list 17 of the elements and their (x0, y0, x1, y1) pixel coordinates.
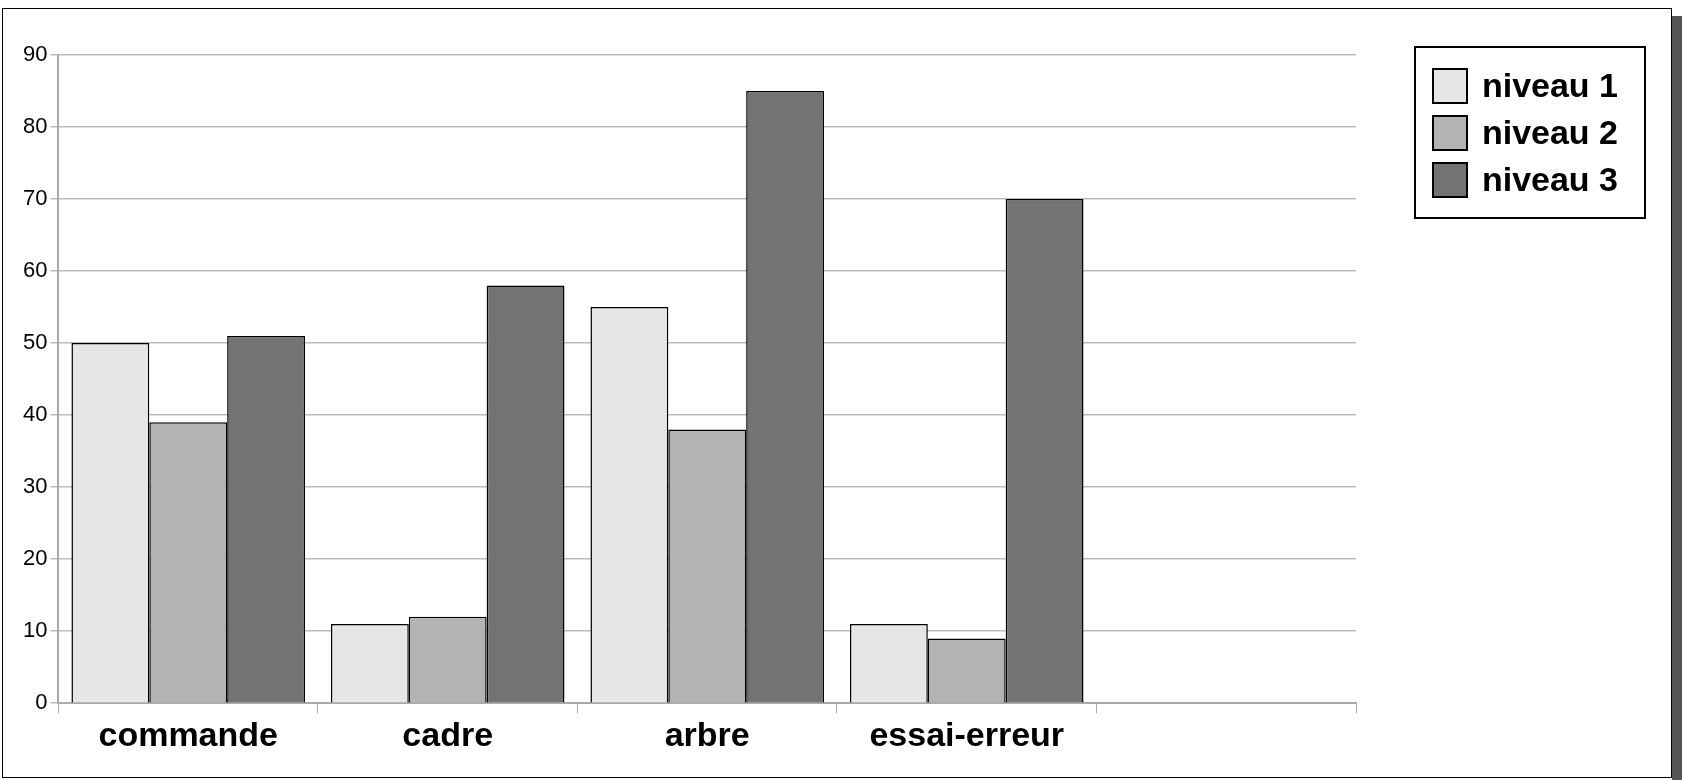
legend-label: niveau 1 (1481, 66, 1618, 105)
y-tick-label: 90 (22, 41, 48, 67)
y-tick-label: 30 (22, 473, 48, 499)
x-tick-label: cadre (402, 714, 494, 753)
y-tick-label: 80 (22, 113, 48, 139)
x-tick-label: arbre (664, 714, 750, 753)
y-tick-label: 50 (22, 329, 48, 355)
y-tick-label: 70 (22, 185, 48, 211)
x-tick-label: commande (98, 714, 278, 753)
legend-label: niveau 2 (1481, 113, 1618, 152)
x-tick-label: essai-erreur (869, 714, 1065, 753)
y-tick-label: 10 (22, 617, 48, 643)
y-tick-label: 0 (35, 689, 48, 715)
legend-label: niveau 3 (1481, 160, 1618, 199)
y-tick-label: 20 (22, 545, 48, 571)
y-tick-label: 40 (22, 401, 48, 427)
y-tick-label: 60 (22, 257, 48, 283)
